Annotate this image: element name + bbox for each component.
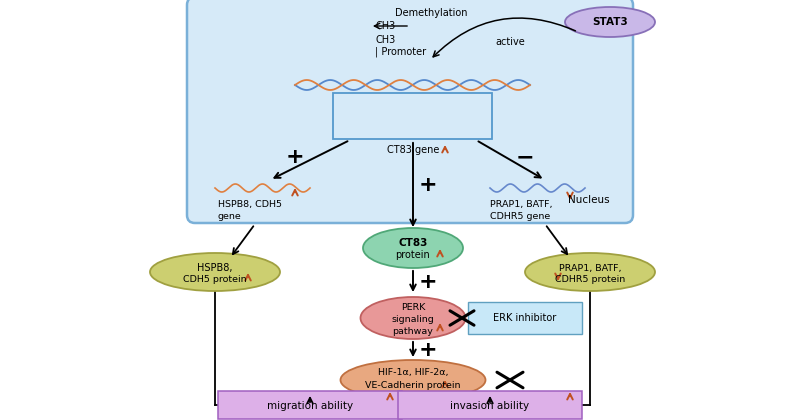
Text: invasion ability: invasion ability <box>450 401 530 411</box>
Ellipse shape <box>525 253 655 291</box>
Text: CDH5 protein: CDH5 protein <box>183 276 247 284</box>
Text: CT83 gene: CT83 gene <box>387 145 439 155</box>
Text: +: + <box>418 175 438 195</box>
Text: active: active <box>495 37 525 47</box>
Text: CT83: CT83 <box>398 238 428 248</box>
Text: CH3: CH3 <box>375 35 395 45</box>
Text: +: + <box>286 147 304 167</box>
FancyBboxPatch shape <box>218 391 402 419</box>
Text: PRAP1, BATF,: PRAP1, BATF, <box>490 200 553 209</box>
Text: +: + <box>418 272 438 292</box>
FancyBboxPatch shape <box>468 302 582 334</box>
Ellipse shape <box>363 228 463 268</box>
Text: HSPB8, CDH5: HSPB8, CDH5 <box>218 200 282 209</box>
Text: −: − <box>516 147 534 167</box>
FancyBboxPatch shape <box>398 391 582 419</box>
Text: Nucleus: Nucleus <box>568 195 610 205</box>
Text: CDHR5 protein: CDHR5 protein <box>555 276 625 284</box>
Text: HIF-1α, HIF-2α,: HIF-1α, HIF-2α, <box>378 368 448 378</box>
Text: +: + <box>418 340 438 360</box>
Text: STAT3: STAT3 <box>592 17 628 27</box>
FancyBboxPatch shape <box>187 0 633 223</box>
Ellipse shape <box>341 360 486 400</box>
Text: PRAP1, BATF,: PRAP1, BATF, <box>558 263 622 273</box>
Text: pathway: pathway <box>393 326 434 336</box>
Text: | Promoter: | Promoter <box>375 47 426 57</box>
Text: Demethylation: Demethylation <box>395 8 467 18</box>
Ellipse shape <box>150 253 280 291</box>
Text: HSPB8,: HSPB8, <box>198 263 233 273</box>
Text: signaling: signaling <box>392 315 434 325</box>
Text: protein: protein <box>396 250 430 260</box>
Text: migration ability: migration ability <box>267 401 353 411</box>
Text: PERK: PERK <box>401 304 425 312</box>
Ellipse shape <box>361 297 466 339</box>
Text: ERK inhibitor: ERK inhibitor <box>494 313 557 323</box>
Text: CDHR5 gene: CDHR5 gene <box>490 212 550 221</box>
Ellipse shape <box>565 7 655 37</box>
Text: VE-Cadherin protein: VE-Cadherin protein <box>366 381 461 389</box>
Text: gene: gene <box>218 212 242 221</box>
Text: CH3: CH3 <box>375 21 395 31</box>
